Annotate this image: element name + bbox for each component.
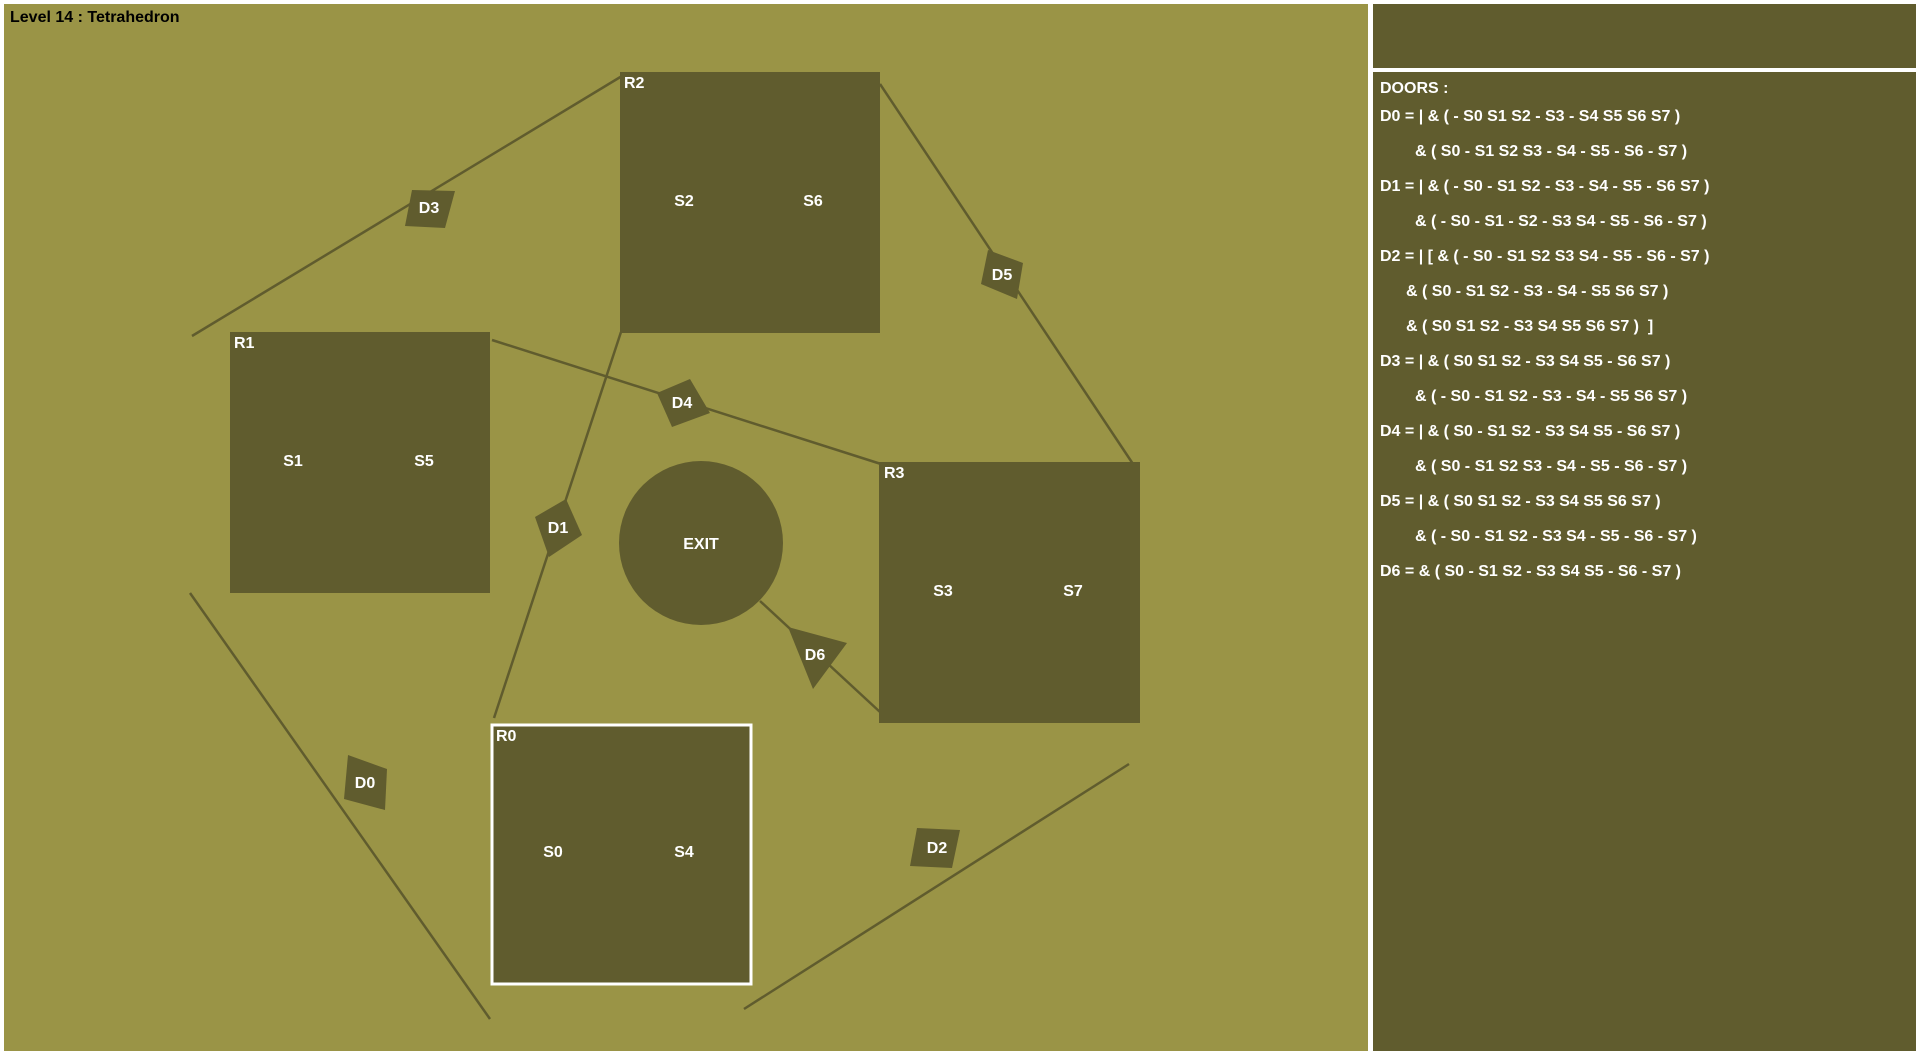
- door-d5-label: D5: [992, 267, 1013, 284]
- door-rule-line: D0 = | & ( - S0 S1 S2 - S3 - S4 S5 S6 S7…: [1380, 108, 1681, 125]
- top-panel: [1373, 4, 1916, 68]
- door-d6-label: D6: [805, 647, 826, 664]
- door-rule-line: & ( S0 - S1 S2 S3 - S4 - S5 - S6 - S7 ): [1415, 458, 1688, 475]
- door-d4-label: D4: [672, 395, 693, 412]
- door-d0-shape: [344, 755, 387, 810]
- switch-s6[interactable]: S6: [803, 193, 823, 210]
- door-rule-line: & ( S0 - S1 S2 - S3 - S4 - S5 S6 S7 ): [1406, 283, 1669, 300]
- connection-line: [191, 74, 623, 338]
- door-rule-line: D6 = & ( S0 - S1 S2 - S3 S4 S5 - S6 - S7…: [1380, 563, 1682, 580]
- room-r1[interactable]: R1 S1 S5: [230, 332, 490, 593]
- switch-s2[interactable]: S2: [674, 193, 694, 210]
- door-d0[interactable]: D0: [344, 755, 387, 810]
- room-r3-floor: [879, 462, 1140, 723]
- door-rule-line: D4 = | & ( S0 - S1 S2 - S3 S4 S5 - S6 S7…: [1380, 423, 1681, 440]
- door-rule-line: D3 = | & ( S0 S1 S2 - S3 S4 S5 - S6 S7 ): [1380, 353, 1671, 370]
- door-rule-line: & ( - S0 - S1 S2 - S3 - S4 - S5 S6 S7 ): [1415, 388, 1688, 405]
- doors-panel: DOORS : D0 = | & ( - S0 S1 S2 - S3 - S4 …: [1373, 72, 1916, 1051]
- door-d0-label: D0: [355, 775, 376, 792]
- door-rule-line: D5 = | & ( S0 S1 S2 - S3 S4 S5 S6 S7 ): [1380, 493, 1661, 510]
- door-d1-label: D1: [548, 520, 569, 537]
- room-r0-label: R0: [496, 728, 517, 745]
- level-map: R0 S0 S4 R1 S1 S5 R2 S2 S6 R3 S3 S7 EXIT: [188, 72, 1140, 1020]
- door-d5[interactable]: D5: [981, 250, 1023, 299]
- door-d4-shape: [657, 379, 710, 427]
- room-r2-label: R2: [624, 75, 645, 92]
- door-rule-line: D2 = | [ & ( - S0 - S1 S2 S3 S4 - S5 - S…: [1380, 248, 1710, 265]
- room-r2[interactable]: R2 S2 S6: [620, 72, 880, 333]
- room-r3[interactable]: R3 S3 S7: [879, 462, 1140, 723]
- exit[interactable]: EXIT: [619, 461, 783, 625]
- switch-s1[interactable]: S1: [283, 453, 303, 470]
- door-rule-line: & ( S0 S1 S2 - S3 S4 S5 S6 S7 ) ]: [1406, 318, 1654, 335]
- room-r1-label: R1: [234, 335, 255, 352]
- door-d6[interactable]: D6: [788, 627, 847, 689]
- door-rule-line: D1 = | & ( - S0 - S1 S2 - S3 - S4 - S5 -…: [1380, 178, 1710, 195]
- exit-circle: [619, 461, 783, 625]
- door-d1-shape: [535, 499, 582, 557]
- door-d3-label: D3: [419, 200, 440, 217]
- game-area: Level 14 : Tetrahedron R0 S0 S4 R1 S1 S5: [4, 4, 1368, 1051]
- room-r2-floor: [620, 72, 880, 333]
- switch-s5[interactable]: S5: [414, 453, 434, 470]
- switch-s0[interactable]: S0: [543, 844, 563, 861]
- switch-s7[interactable]: S7: [1063, 583, 1083, 600]
- door-d5-shape: [981, 250, 1023, 299]
- door-d2-label: D2: [927, 840, 948, 857]
- door-d1[interactable]: D1: [535, 499, 582, 557]
- room-r0[interactable]: R0 S0 S4: [490, 723, 753, 986]
- room-r3-label: R3: [884, 465, 905, 482]
- door-d2[interactable]: D2: [910, 828, 960, 868]
- exit-label: EXIT: [683, 536, 719, 553]
- door-rule-line: & ( - S0 - S1 - S2 - S3 S4 - S5 - S6 - S…: [1415, 213, 1707, 230]
- connection-line: [743, 762, 1130, 1011]
- door-d2-shape: [910, 828, 960, 868]
- connection-line: [188, 592, 492, 1020]
- door-d3[interactable]: D3: [405, 190, 455, 228]
- door-d6-shape: [788, 627, 847, 689]
- door-d4[interactable]: D4: [657, 379, 710, 427]
- door-rule-line: & ( S0 - S1 S2 S3 - S4 - S5 - S6 - S7 ): [1415, 143, 1688, 160]
- room-r1-floor: [230, 332, 490, 593]
- door-d3-shape: [405, 190, 455, 228]
- doors-panel-title: DOORS :: [1380, 80, 1449, 97]
- level-title: Level 14 : Tetrahedron: [10, 9, 180, 26]
- switch-s3[interactable]: S3: [933, 583, 953, 600]
- door-rule-line: & ( - S0 - S1 S2 - S3 S4 - S5 - S6 - S7 …: [1415, 528, 1697, 545]
- switch-s4[interactable]: S4: [674, 844, 694, 861]
- room-r0-floor: [490, 723, 753, 986]
